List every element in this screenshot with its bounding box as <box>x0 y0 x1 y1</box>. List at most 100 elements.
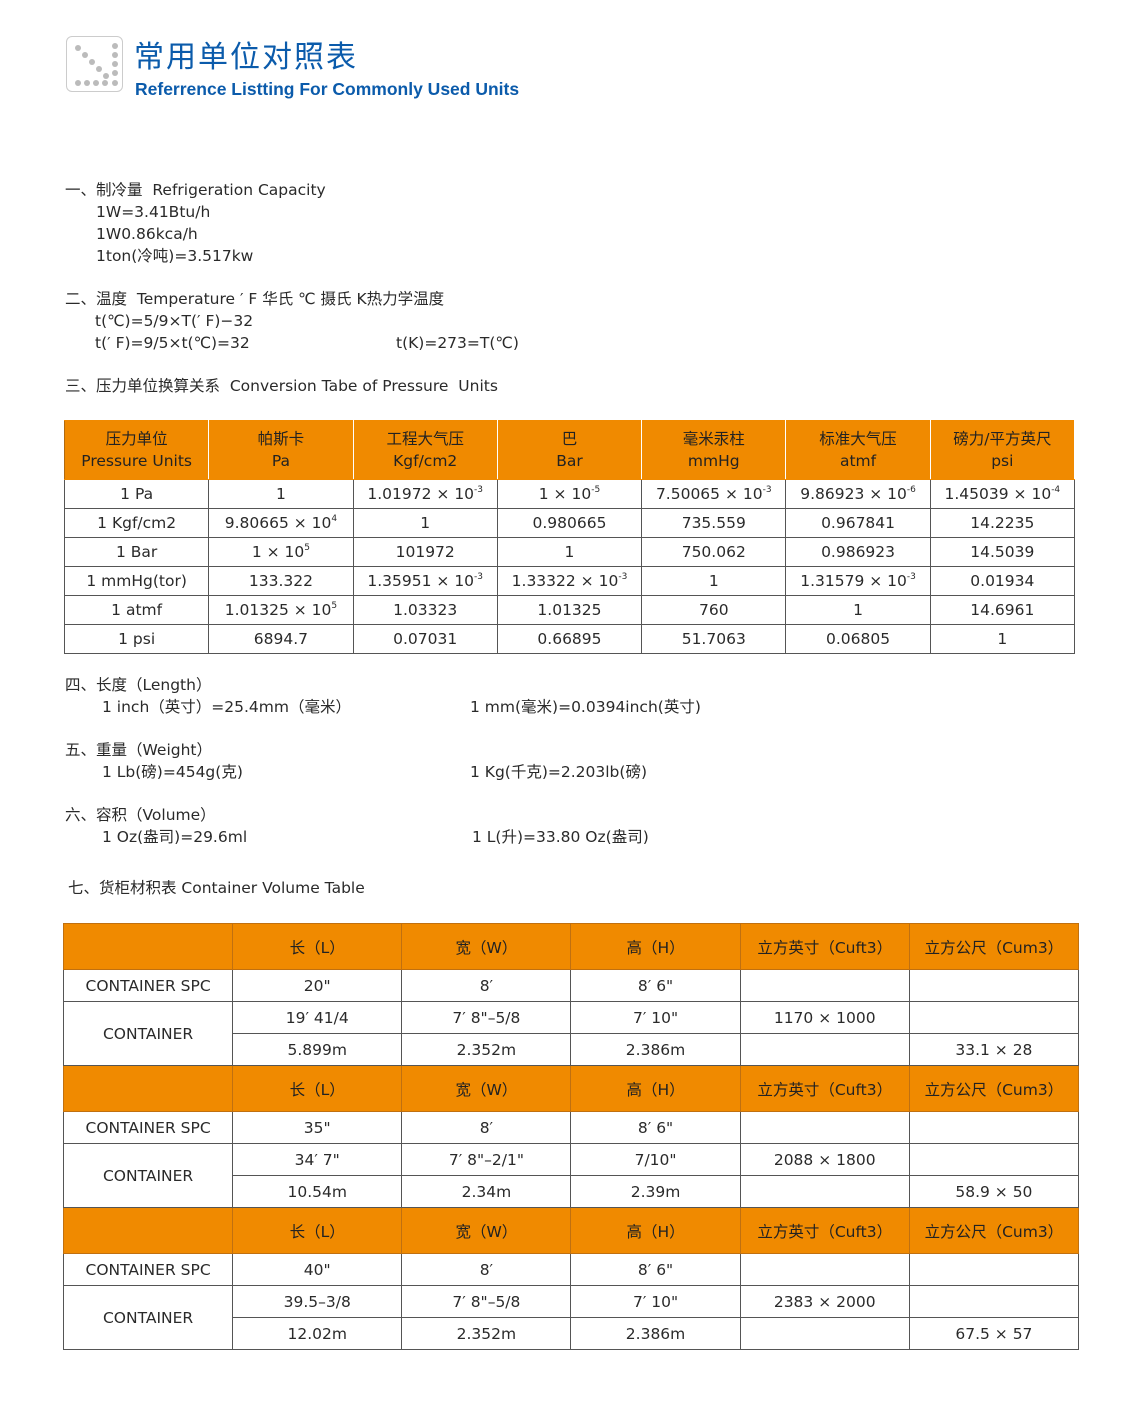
header-cell: 立方英寸（Cuft3） <box>739 1207 910 1254</box>
table-cell: 8′ <box>401 1111 572 1144</box>
table-cell: 1.01972 × 10-3 <box>352 479 498 509</box>
header-cell: 宽（W） <box>401 923 572 970</box>
container-header-row: 长（L） 宽（W） 高（H） 立方英寸（Cuft3） 立方公尺（Cum3） <box>62 923 1080 970</box>
table-cell <box>908 1285 1080 1318</box>
row-label: CONTAINER SPC <box>62 1253 234 1286</box>
refrigeration-line: 1W=3.41Btu/h <box>96 203 211 221</box>
table-cell: 0.980665 <box>496 508 643 538</box>
header-cell: 压力单位 Pressure Units <box>63 420 210 480</box>
row-label: CONTAINER <box>62 1285 234 1350</box>
table-cell: 2.34m <box>401 1175 572 1208</box>
table-cell: 14.2235 <box>929 508 1076 538</box>
table-cell: 7.50065 × 10-3 <box>641 479 787 509</box>
exponent: -3 <box>618 572 628 582</box>
header-cn: 帕斯卡 <box>257 430 305 448</box>
table-cell: 8′ <box>401 1253 572 1286</box>
section-container-heading: 七、货柜材积表 Container Volume Table <box>68 879 365 897</box>
table-cell <box>908 969 1080 1002</box>
table-cell: 8′ 6" <box>570 1111 741 1144</box>
table-cell: 7′ 8"–5/8 <box>401 1285 572 1318</box>
header-cell: 立方公尺（Cum3） <box>908 923 1080 970</box>
table-cell: 1.33322 × 10-3 <box>496 566 643 596</box>
table-cell: 14.6961 <box>929 595 1076 625</box>
table-cell <box>739 1317 910 1350</box>
table-cell: 1 atmf <box>63 595 210 625</box>
refrigeration-line: 1W0.86kca/h <box>96 225 198 243</box>
exponent: -3 <box>906 572 916 582</box>
table-cell: 9.80665 × 104 <box>208 508 354 538</box>
container-row: CONTAINER 19′ 41/4 7′ 8"–5/8 7′ 10" 1170 × 1… <box>62 1001 1080 1066</box>
table-cell <box>739 1033 910 1066</box>
header-cell: 毫米汞柱 mmHg <box>641 420 787 480</box>
exponent: -3 <box>762 485 772 495</box>
table-cell: 0.01934 <box>929 566 1076 596</box>
table-cell <box>908 1143 1080 1176</box>
header-cell <box>62 1207 234 1254</box>
header-cell: 磅力/平方英尺 psi <box>929 420 1076 480</box>
table-cell: 9.86923 × 10-6 <box>785 479 931 509</box>
exponent: -3 <box>474 485 484 495</box>
header-cell: 长（L） <box>232 1207 403 1254</box>
table-cell: 39.5–3/8 <box>232 1285 403 1318</box>
table-row: 1 psi 6894.7 0.07031 0.66895 51.7063 0.06805 1 <box>63 624 1076 654</box>
header-cn: 毫米汞柱 <box>682 430 745 448</box>
header-cell: 宽（W） <box>401 1065 572 1112</box>
exponent: -4 <box>1051 485 1061 495</box>
table-row: 1 mmHg(tor) 133.322 1.35951 × 10-3 1.33322 … <box>63 566 1076 596</box>
header-cell: 帕斯卡 Pa <box>208 420 354 480</box>
pressure-table: 压力单位 Pressure Units 帕斯卡 Pa 工程大气压 Kgf/cm2 巴 Bar 毫… <box>63 420 1076 654</box>
refrigeration-line: 1ton(冷吨)=3.517kw <box>96 247 254 265</box>
table-cell: 1 <box>641 566 787 596</box>
table-cell: 1 psi <box>63 624 210 654</box>
section-refrigeration-heading: 一、制冷量 Refrigeration Capacity <box>65 181 326 199</box>
table-cell: 7′ 8"–5/8 <box>401 1001 572 1034</box>
header-cn: 工程大气压 <box>386 430 464 448</box>
section-volume-heading: 六、容积（Volume） <box>65 806 216 824</box>
header-cell: 标准大气压 atmf <box>785 420 931 480</box>
section-pressure-heading: 三、压力单位换算关系 Conversion Tabe of Pressure U… <box>65 377 498 395</box>
table-cell: 1.03323 <box>352 595 498 625</box>
table-cell: 2.352m <box>401 1033 572 1066</box>
exponent: 5 <box>331 601 338 611</box>
table-cell: 34′ 7" <box>232 1143 403 1176</box>
table-cell: 0.07031 <box>352 624 498 654</box>
table-cell: 0.06805 <box>785 624 931 654</box>
table-cell: 14.5039 <box>929 537 1076 567</box>
table-cell: 0.66895 <box>496 624 643 654</box>
section-length-heading: 四、长度（Length） <box>65 676 212 694</box>
row-label: CONTAINER SPC <box>62 969 234 1002</box>
length-line: 1 mm(毫米)=0.0394inch(英寸) <box>470 698 701 716</box>
table-cell: 5.899m <box>232 1033 403 1066</box>
header-en: Pa <box>271 452 290 470</box>
container-header-row: 长（L） 宽（W） 高（H） 立方英寸（Cuft3） 立方公尺（Cum3） <box>62 1207 1080 1254</box>
logo-icon <box>66 36 123 92</box>
table-cell: 735.559 <box>641 508 787 538</box>
table-cell <box>908 1001 1080 1034</box>
table-cell: 101972 <box>352 537 498 567</box>
table-cell: 19′ 41/4 <box>232 1001 403 1034</box>
temperature-line: t(K)=273=T(℃) <box>396 334 519 352</box>
header-cell: 高（H） <box>570 923 741 970</box>
header-cell <box>62 1065 234 1112</box>
header-cn: 标准大气压 <box>819 430 897 448</box>
table-cell: 1 × 105 <box>208 537 354 567</box>
page-subtitle: Referrence Listting For Commonly Used Un… <box>135 79 520 99</box>
table-cell: 8′ 6" <box>570 969 741 1002</box>
exponent: -6 <box>906 485 916 495</box>
table-row: 1 Bar 1 × 105 101972 1 750.062 0.986923 14.503… <box>63 537 1076 567</box>
container-spc-row: CONTAINER SPC 40" 8′ 8′ 6" <box>62 1253 1080 1286</box>
header-cell: 宽（W） <box>401 1207 572 1254</box>
table-cell: 1170 × 1000 <box>739 1001 910 1034</box>
exponent: 5 <box>304 543 310 553</box>
header-cell: 长（L） <box>232 1065 403 1112</box>
length-line: 1 inch（英寸）=25.4mm（毫米） <box>102 698 351 716</box>
header-cell: 长（L） <box>232 923 403 970</box>
exponent: -5 <box>591 485 601 495</box>
volume-line: 1 Oz(盎司)=29.6ml <box>102 828 248 846</box>
container-row: CONTAINER 39.5–3/8 7′ 8"–5/8 7′ 10" 2383 × 2… <box>62 1285 1080 1350</box>
table-cell: 67.5 × 57 <box>908 1317 1080 1350</box>
header-cell: 立方公尺（Cum3） <box>908 1065 1080 1112</box>
header-cell: 立方英寸（Cuft3） <box>739 1065 910 1112</box>
container-row: 12.02m 2.352m 2.386m 67.5 × 57 <box>64 1317 1080 1350</box>
section-temperature-heading: 二、温度 Temperature ′ F 华氏 ℃ 摄氏 K热力学温度 <box>65 290 445 308</box>
